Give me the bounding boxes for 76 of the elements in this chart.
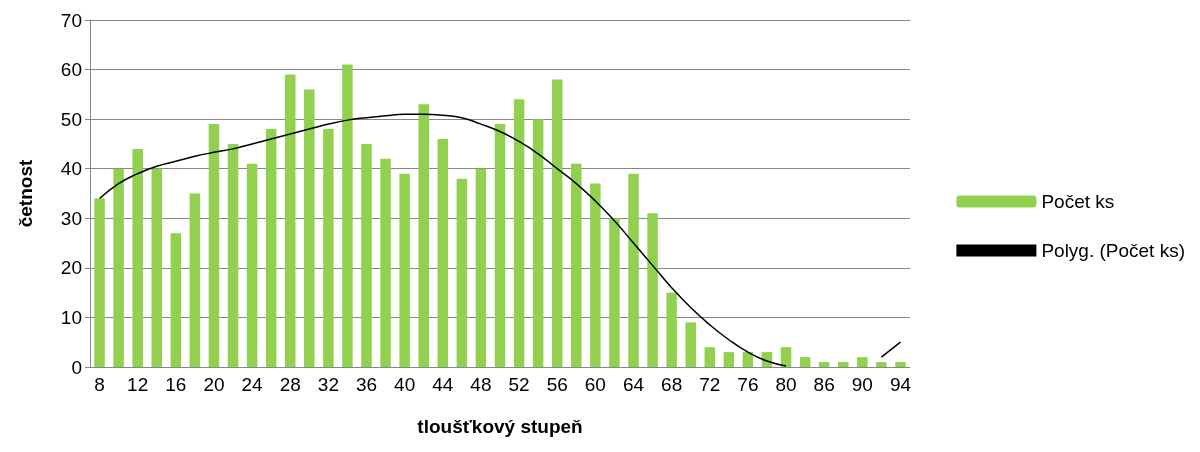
bar bbox=[151, 168, 162, 367]
x-tick-label: 16 bbox=[165, 374, 187, 395]
legend-label: Počet ks bbox=[1041, 191, 1115, 212]
y-tick-label: 30 bbox=[60, 207, 82, 229]
bar bbox=[227, 143, 239, 367]
x-tick-label: 68 bbox=[661, 374, 683, 395]
bar bbox=[838, 362, 849, 367]
x-axis-title: tloušťkový stupeň bbox=[417, 416, 583, 437]
bar bbox=[361, 143, 372, 367]
x-tick-label: 40 bbox=[394, 374, 416, 395]
bar bbox=[304, 89, 315, 367]
bar bbox=[399, 173, 410, 367]
bar bbox=[742, 352, 754, 367]
x-tick-label: 8 bbox=[94, 374, 105, 395]
x-tick-label: 90 bbox=[851, 374, 873, 395]
bar bbox=[323, 129, 334, 367]
bar bbox=[666, 292, 677, 367]
x-tick-label: 20 bbox=[203, 374, 225, 395]
x-tick-label: 86 bbox=[813, 374, 835, 395]
bar bbox=[113, 168, 124, 367]
x-tick-label: 52 bbox=[508, 374, 530, 395]
y-tick-label: 40 bbox=[60, 158, 82, 180]
bar bbox=[780, 347, 792, 367]
y-axis-title: četnost bbox=[15, 159, 36, 228]
bar bbox=[437, 138, 449, 367]
bar bbox=[418, 104, 429, 367]
bar bbox=[132, 148, 143, 367]
bar bbox=[609, 218, 620, 367]
bar bbox=[246, 163, 258, 367]
x-tick-label: 12 bbox=[127, 374, 149, 395]
bar bbox=[475, 168, 487, 367]
bar bbox=[723, 352, 735, 367]
bar bbox=[208, 124, 220, 367]
y-tick-label: 70 bbox=[60, 9, 82, 31]
y-tick-label: 0 bbox=[71, 356, 82, 378]
x-tick-label: 36 bbox=[355, 374, 378, 395]
y-tick-label: 60 bbox=[60, 59, 82, 81]
y-tick-label: 50 bbox=[60, 108, 82, 130]
x-tick-label: 28 bbox=[279, 374, 301, 395]
x-tick-label: 80 bbox=[775, 374, 797, 395]
x-tick-label: 44 bbox=[432, 374, 454, 395]
bar bbox=[647, 213, 658, 367]
x-tick-label: 56 bbox=[546, 374, 568, 395]
bar bbox=[590, 183, 601, 367]
bar bbox=[551, 79, 563, 367]
bar bbox=[94, 198, 105, 367]
bar bbox=[342, 64, 353, 367]
bar bbox=[857, 357, 868, 367]
bar bbox=[284, 74, 296, 367]
bar bbox=[685, 322, 696, 367]
bar bbox=[876, 362, 887, 367]
bar bbox=[799, 357, 811, 367]
bar bbox=[818, 362, 830, 367]
bar bbox=[494, 124, 506, 367]
bar bbox=[532, 119, 544, 367]
x-tick-label: 94 bbox=[889, 374, 912, 395]
x-tick-label: 76 bbox=[737, 374, 759, 395]
bar bbox=[628, 173, 639, 367]
bar bbox=[704, 347, 716, 367]
x-tick-label: 32 bbox=[317, 374, 339, 395]
legend-label: Polyg. (Počet ks) bbox=[1041, 240, 1186, 261]
x-tick-label: 72 bbox=[699, 374, 721, 395]
bar bbox=[380, 158, 391, 367]
bar bbox=[456, 178, 468, 367]
bar bbox=[571, 163, 582, 367]
x-tick-label: 64 bbox=[622, 374, 645, 395]
bar bbox=[513, 99, 525, 367]
y-tick-label: 20 bbox=[60, 257, 82, 279]
x-tick-label: 24 bbox=[241, 374, 264, 395]
bar bbox=[170, 233, 182, 367]
x-tick-label: 48 bbox=[470, 374, 492, 395]
bar bbox=[265, 129, 277, 367]
y-tick-label: 10 bbox=[60, 306, 82, 328]
bar bbox=[189, 193, 201, 367]
bar bbox=[895, 362, 906, 367]
x-tick-label: 60 bbox=[584, 374, 606, 395]
